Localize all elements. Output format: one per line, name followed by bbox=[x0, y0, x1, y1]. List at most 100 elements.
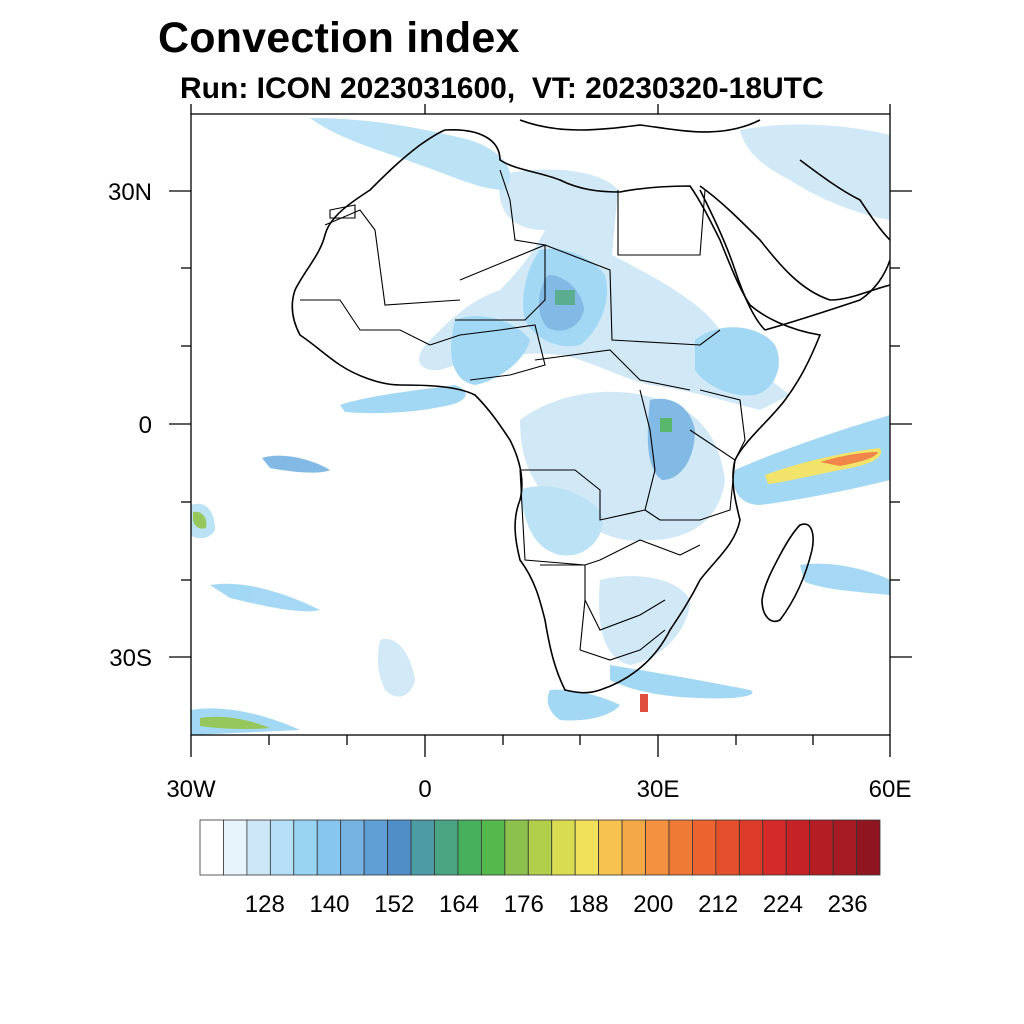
colorbar-swatch bbox=[574, 819, 600, 876]
colorbar bbox=[199, 819, 881, 876]
colorbar-swatch bbox=[598, 819, 623, 876]
colorbar-swatch bbox=[832, 819, 857, 876]
field-sa-coast bbox=[610, 665, 753, 699]
colorbar-swatch bbox=[293, 819, 318, 876]
madagascar-coastline bbox=[761, 523, 814, 622]
border-west-africa bbox=[300, 299, 431, 346]
border-congo-east bbox=[639, 389, 661, 521]
border-libya-egypt bbox=[617, 190, 700, 256]
border-angola bbox=[519, 469, 601, 566]
convection-field bbox=[191, 118, 890, 735]
africa-coastline bbox=[291, 129, 822, 694]
border-central-africa bbox=[534, 349, 691, 391]
lon-tick-label: 30W bbox=[166, 776, 216, 803]
border-zambia bbox=[599, 539, 701, 561]
field-victoria bbox=[647, 398, 695, 480]
colorbar-tick-label: 140 bbox=[309, 891, 349, 918]
colorbar-tick-label: 128 bbox=[245, 891, 285, 918]
border-sudan bbox=[544, 244, 721, 346]
colorbar-tick-label: 200 bbox=[633, 891, 673, 918]
colorbar-swatch bbox=[269, 819, 295, 876]
field-middle-east bbox=[740, 124, 890, 220]
arabia-south bbox=[764, 259, 890, 331]
colorbar-tick-label: 164 bbox=[439, 891, 479, 918]
border-namibia bbox=[540, 564, 586, 651]
colorbar-swatch bbox=[340, 819, 365, 876]
colorbar-swatch bbox=[809, 819, 834, 876]
colorbar-swatch bbox=[504, 819, 529, 876]
colorbar-swatch bbox=[645, 819, 670, 876]
country-borders bbox=[300, 169, 746, 661]
axis-ticks bbox=[169, 104, 912, 757]
colorbar-swatch bbox=[363, 819, 388, 876]
field-ethiopia bbox=[695, 327, 779, 396]
colorbar-swatch bbox=[785, 819, 811, 876]
colorbar-swatch bbox=[316, 819, 342, 876]
colorbar-swatch bbox=[668, 819, 693, 876]
colorbar-swatch bbox=[434, 819, 459, 876]
border-botswana bbox=[584, 599, 666, 631]
lat-tick-label: 30S bbox=[109, 645, 152, 672]
colorbar-swatch bbox=[551, 819, 576, 876]
colorbar-swatch bbox=[199, 819, 224, 876]
field-lake-cell bbox=[660, 418, 672, 432]
colorbar-swatch bbox=[762, 819, 787, 876]
lat-tick-label: 0 bbox=[139, 412, 152, 439]
colorbar-swatch bbox=[715, 819, 740, 876]
colorbar-swatch bbox=[738, 819, 764, 876]
border-south-africa bbox=[579, 629, 666, 661]
field-guinea bbox=[340, 385, 466, 414]
coastlines bbox=[291, 119, 890, 694]
colorbar-tick-label: 188 bbox=[569, 891, 609, 918]
field-atlantic-2 bbox=[210, 583, 320, 612]
arabia-coastline bbox=[699, 185, 890, 301]
lon-tick-label: 60E bbox=[869, 776, 912, 803]
field-south-tip bbox=[547, 689, 620, 721]
field-atlantic-south bbox=[377, 639, 415, 697]
field-angola bbox=[520, 486, 603, 556]
colorbar-tick-label: 236 bbox=[828, 891, 868, 918]
colorbar-tick-label: 152 bbox=[374, 891, 414, 918]
border-morocco bbox=[329, 204, 356, 219]
colorbar-swatch bbox=[387, 819, 412, 876]
colorbar-swatch bbox=[223, 819, 248, 876]
colorbar-tick-label: 224 bbox=[763, 891, 803, 918]
colorbar-tick-label: 176 bbox=[504, 891, 544, 918]
field-mozambique bbox=[599, 576, 690, 665]
med-north bbox=[519, 119, 761, 133]
field-atlantic-1 bbox=[262, 455, 330, 473]
colorbar-swatch bbox=[692, 819, 717, 876]
colorbar-tick-label: 212 bbox=[698, 891, 738, 918]
map-title: Convection index bbox=[158, 14, 520, 62]
colorbar-swatch bbox=[856, 819, 881, 876]
lon-tick-label: 30E bbox=[637, 776, 680, 803]
red-sea bbox=[699, 189, 766, 331]
field-madagascar bbox=[800, 563, 890, 595]
colorbar-swatch bbox=[527, 819, 553, 876]
border-tanzania bbox=[660, 429, 736, 521]
border-algeria-libya bbox=[499, 169, 546, 246]
field-indian-hot bbox=[820, 452, 878, 466]
lat-tick-label: 30N bbox=[108, 179, 152, 206]
field-mediterranean bbox=[310, 118, 511, 190]
map-subtitle: Run: ICON 2023031600, VT: 20230320-18UTC bbox=[180, 72, 824, 105]
lon-tick-label: 0 bbox=[418, 776, 431, 803]
field-atlantic-west-core bbox=[193, 511, 207, 529]
border-egypt-sudan bbox=[618, 189, 706, 256]
colorbar-labels: 128 140 152 164 176 188 200 212 224 236 bbox=[245, 891, 868, 918]
field-atlantic-sw-core bbox=[200, 716, 270, 730]
colorbar-swatch bbox=[410, 819, 435, 876]
colorbar-swatch bbox=[246, 819, 271, 876]
gulf-coast bbox=[799, 159, 890, 241]
border-drc-south bbox=[520, 469, 646, 521]
field-sa-storm bbox=[640, 694, 648, 712]
border-kenya bbox=[699, 389, 746, 461]
field-sudan-cell bbox=[555, 290, 575, 305]
colorbar-swatch bbox=[621, 819, 646, 876]
border-nigeria bbox=[429, 324, 546, 381]
colorbar-swatch bbox=[480, 819, 506, 876]
border-niger-chad bbox=[455, 244, 546, 321]
colorbar-swatch bbox=[457, 819, 482, 876]
border-mali bbox=[324, 209, 461, 306]
